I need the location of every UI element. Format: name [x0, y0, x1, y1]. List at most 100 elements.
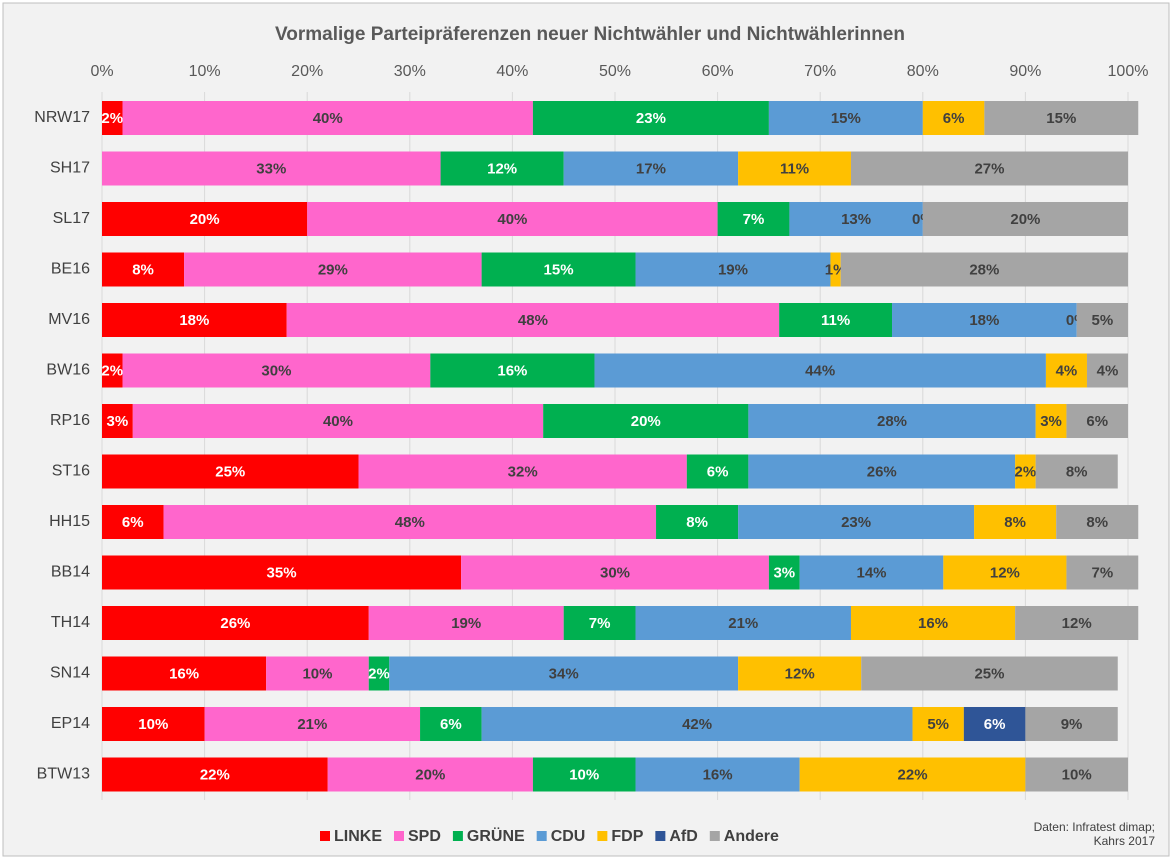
bar-segment: [358, 454, 687, 489]
bar-segment: [481, 707, 913, 741]
data-label: 30%: [261, 362, 291, 379]
bar-segment: [368, 656, 390, 691]
data-label: 22%: [898, 766, 928, 783]
bar-segment: [543, 404, 749, 438]
bar-segment: [102, 606, 369, 640]
x-tick-label: 40%: [496, 63, 528, 80]
legend-swatch: [709, 831, 720, 841]
data-label: 25%: [215, 463, 245, 480]
bar-segment: [102, 707, 205, 741]
y-tick-label: HH15: [49, 513, 90, 530]
bar-segment: [102, 151, 441, 186]
bar-segment: [892, 303, 1077, 337]
bar-segment: [563, 606, 636, 640]
y-tick-label: EP14: [51, 715, 90, 732]
bar-segment: [717, 202, 790, 236]
data-label: 6%: [707, 463, 729, 480]
x-tick-label: 90%: [1009, 63, 1041, 80]
bar-segment: [102, 353, 123, 388]
bar-segment: [1025, 757, 1128, 792]
data-label: 4%: [1097, 362, 1119, 379]
data-label: 6%: [984, 716, 1006, 733]
data-label: 25%: [974, 665, 1004, 682]
bar-segment: [122, 101, 533, 135]
data-label: 9%: [1061, 716, 1083, 733]
bar-segment: [768, 101, 923, 135]
data-label: 6%: [440, 716, 462, 733]
data-label: 8%: [1066, 463, 1088, 480]
bar-segment: [974, 505, 1057, 539]
x-tick-label: 100%: [1108, 63, 1149, 80]
data-label: 26%: [867, 463, 897, 480]
bar-segment: [132, 404, 544, 438]
bar-segment: [984, 101, 1139, 135]
data-label: 48%: [395, 514, 425, 531]
data-label: 7%: [743, 211, 765, 228]
bar-segment: [635, 757, 800, 792]
bar-segment: [1015, 606, 1139, 640]
data-label: 33%: [256, 160, 286, 177]
bar-segment: [102, 505, 164, 539]
data-label: 13%: [841, 211, 871, 228]
data-label: 48%: [518, 312, 548, 329]
data-label: 12%: [785, 665, 815, 682]
bar-segment: [799, 757, 1026, 792]
data-label: 20%: [415, 766, 445, 783]
data-label: 15%: [1046, 110, 1076, 127]
y-tick-label: SN14: [50, 665, 90, 682]
data-label: 40%: [323, 413, 353, 430]
chart-title: Vormalige Parteipräferenzen neuer Nichtw…: [275, 24, 905, 45]
data-label: 12%: [990, 564, 1020, 581]
data-label: 16%: [169, 665, 199, 682]
y-tick-label: BB14: [51, 564, 90, 581]
legend-label: FDP: [611, 828, 643, 845]
data-label: 10%: [1062, 766, 1092, 783]
x-tick-label: 50%: [599, 63, 631, 80]
legend-label: Andere: [724, 828, 779, 845]
bar-segment: [686, 454, 749, 489]
y-tick-label: ST16: [52, 463, 90, 480]
data-label: 18%: [969, 312, 999, 329]
bar-segment: [532, 757, 636, 792]
data-label: 14%: [856, 564, 886, 581]
bar-segment: [840, 252, 1128, 287]
data-label: 22%: [200, 766, 230, 783]
data-label: 42%: [682, 716, 712, 733]
legend-label: SPD: [408, 828, 441, 845]
bar-segment: [102, 101, 123, 135]
source-note: Daten: Infratest dimap;: [1034, 820, 1155, 834]
bar-segment: [266, 656, 369, 691]
y-tick-label: MV16: [48, 311, 90, 328]
data-label: 40%: [497, 211, 527, 228]
bar-segment: [656, 505, 739, 539]
data-label: 28%: [877, 413, 907, 430]
bar-segment: [830, 252, 841, 287]
y-tick-label: SH17: [50, 160, 90, 177]
data-label: 15%: [831, 110, 861, 127]
bar-segment: [563, 151, 739, 186]
data-label: 20%: [631, 413, 661, 430]
bar-segment: [789, 202, 923, 236]
data-label: 12%: [487, 160, 517, 177]
data-label: 18%: [179, 312, 209, 329]
data-label: 34%: [549, 665, 579, 682]
bar-segment: [1066, 555, 1139, 590]
bar-segment: [327, 757, 533, 792]
data-label: 35%: [267, 564, 297, 581]
data-label: 16%: [497, 362, 527, 379]
data-label: 10%: [302, 665, 332, 682]
x-tick-label: 70%: [804, 63, 836, 80]
legend-label: AfD: [669, 828, 697, 845]
data-label: 16%: [703, 766, 733, 783]
data-label: 23%: [636, 110, 666, 127]
bar-segment: [738, 505, 975, 539]
bar-segment: [1086, 353, 1128, 388]
bar-segment: [307, 202, 718, 236]
bar-segment: [748, 404, 1036, 438]
bar-segment: [430, 353, 595, 388]
data-label: 5%: [1092, 312, 1114, 329]
data-label: 10%: [138, 716, 168, 733]
data-label: 8%: [132, 261, 154, 278]
bar-segment: [286, 303, 780, 337]
